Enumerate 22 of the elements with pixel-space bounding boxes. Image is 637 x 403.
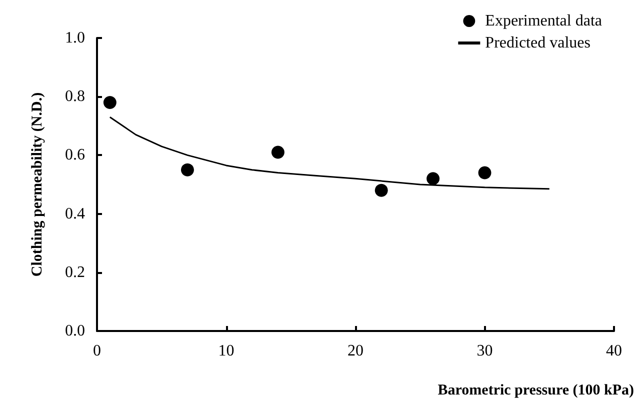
legend-label: Predicted values bbox=[485, 34, 590, 52]
y-axis-title: Clothing permeability (N.D.) bbox=[30, 92, 46, 277]
point bbox=[426, 172, 440, 186]
point bbox=[103, 96, 116, 109]
y-tick-label: 0.6 bbox=[65, 146, 85, 164]
y-tick-label: 0.4 bbox=[65, 205, 85, 222]
y-tick-label: 1.0 bbox=[65, 30, 85, 46]
y-tick-label: 0.0 bbox=[65, 322, 85, 340]
x-axis-title: Barometric pressure (100 kPa) bbox=[438, 382, 634, 398]
y-tick-label: 0.2 bbox=[65, 264, 85, 281]
x-tick-label: 10 bbox=[218, 342, 234, 360]
legend-label: Experimental data bbox=[485, 12, 602, 30]
point bbox=[478, 166, 492, 180]
point bbox=[271, 146, 284, 159]
point bbox=[374, 184, 388, 197]
line-series bbox=[109, 116, 550, 190]
point bbox=[180, 163, 194, 176]
y-tick-label: 0.8 bbox=[65, 88, 85, 106]
x-tick-label: 20 bbox=[348, 342, 364, 360]
x-tick-label: 30 bbox=[476, 342, 493, 360]
x-tick-label: 40 bbox=[606, 342, 622, 360]
x-tick-label: 0 bbox=[93, 342, 101, 360]
